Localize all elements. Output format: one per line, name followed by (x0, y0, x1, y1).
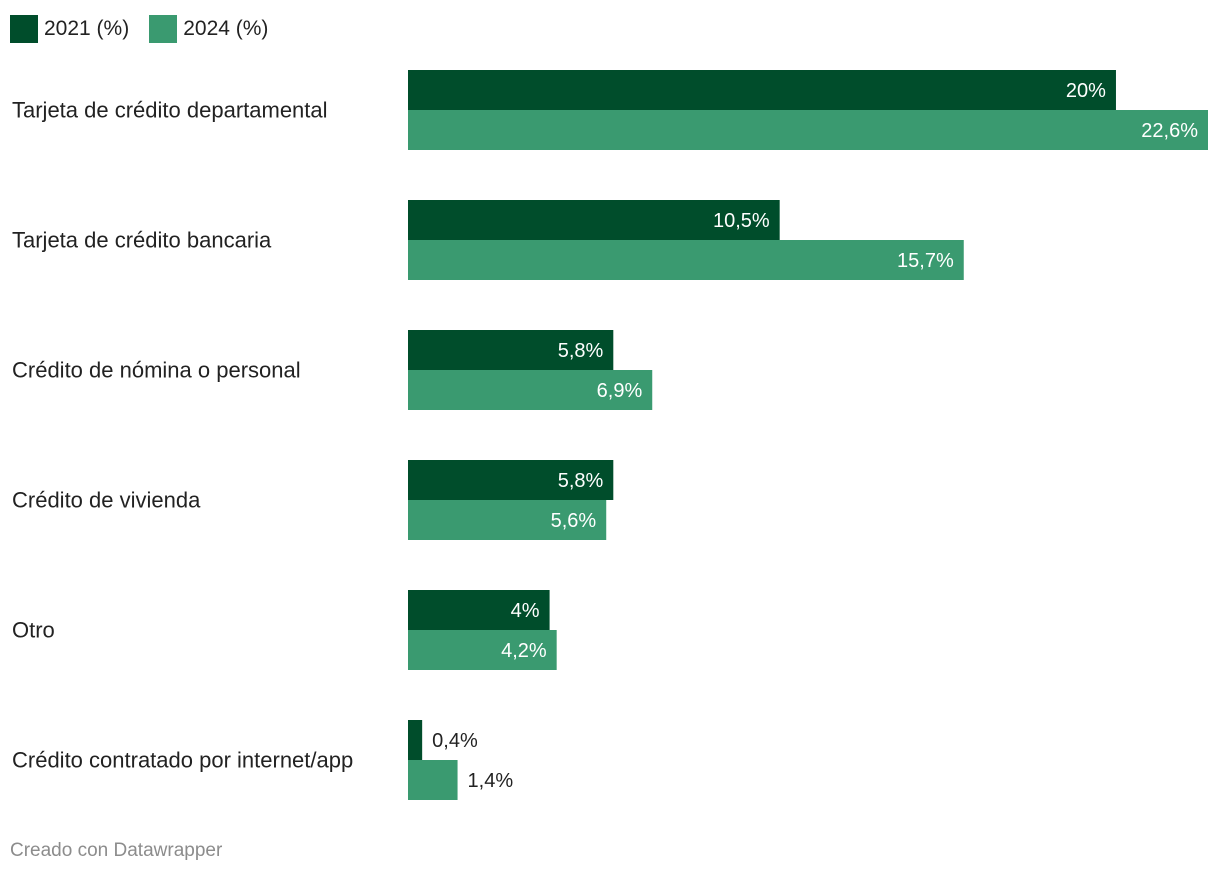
bar-2024 (408, 500, 607, 540)
value-label: 5,6% (551, 510, 597, 532)
bar-2021 (408, 720, 423, 760)
category-label: Tarjeta de crédito bancaria (12, 228, 272, 253)
legend-swatch (10, 15, 38, 43)
category-label: Tarjeta de crédito departamental (12, 98, 328, 123)
value-label: 1,4% (468, 770, 514, 792)
bar-2021 (408, 460, 614, 500)
category-label: Crédito de nómina o personal (12, 358, 301, 383)
bar-2024 (408, 630, 557, 670)
value-label: 5,8% (558, 340, 604, 362)
legend-item-2: 2024 (%) (149, 15, 268, 43)
legend-item-1: 2021 (%) (10, 15, 129, 43)
value-label: 4,2% (501, 640, 547, 662)
bar-2024 (408, 110, 1208, 150)
value-label: 0,4% (432, 730, 478, 752)
bar-2024 (408, 240, 964, 280)
chart-legend: 2021 (%) 2024 (%) (10, 14, 288, 44)
bar-2021 (408, 590, 550, 630)
category-label: Crédito de vivienda (12, 488, 201, 513)
legend-label: 2021 (%) (44, 17, 130, 40)
bar-2021 (408, 70, 1116, 110)
legend-label: 2024 (%) (183, 17, 269, 40)
value-label: 15,7% (897, 250, 954, 272)
bar-2024 (408, 760, 458, 800)
value-label: 5,8% (558, 470, 604, 492)
value-label: 22,6% (1141, 120, 1198, 142)
value-label: 6,9% (597, 380, 643, 402)
bar-2021 (408, 330, 614, 370)
value-label: 4% (511, 600, 540, 622)
value-label: 20% (1066, 80, 1106, 102)
category-label: Otro (12, 618, 55, 643)
bar-2024 (408, 370, 653, 410)
bar-2021 (408, 200, 780, 240)
category-label: Crédito contratado por internet/app (12, 748, 353, 773)
footer-credit: Creado con Datawrapper (10, 840, 223, 861)
legend-swatch (149, 15, 178, 43)
value-label: 10,5% (713, 210, 770, 232)
